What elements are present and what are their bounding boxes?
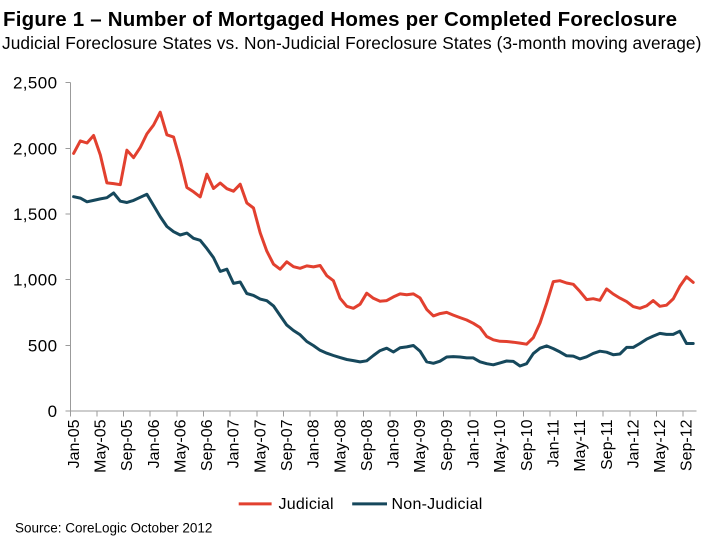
svg-text:Sep-08: Sep-08 [359, 419, 376, 471]
svg-text:Judicial: Judicial [279, 496, 334, 513]
svg-text:Jan-12: Jan-12 [625, 419, 642, 468]
svg-text:0: 0 [48, 402, 58, 421]
svg-text:May-09: May-09 [412, 419, 429, 472]
svg-text:Sep-07: Sep-07 [279, 419, 296, 471]
svg-text:Jan-06: Jan-06 [146, 419, 163, 468]
svg-text:500: 500 [28, 336, 58, 355]
svg-text:1,500: 1,500 [13, 205, 58, 224]
svg-text:2,500: 2,500 [13, 74, 58, 93]
svg-text:Sep-10: Sep-10 [519, 419, 536, 471]
svg-text:May-08: May-08 [332, 419, 349, 472]
svg-text:Sep-09: Sep-09 [439, 419, 456, 471]
svg-text:Non-Judicial: Non-Judicial [392, 496, 483, 513]
svg-text:May-10: May-10 [492, 419, 509, 472]
svg-text:Source: CoreLogic October 2012: Source: CoreLogic October 2012 [15, 521, 212, 536]
svg-text:May-11: May-11 [572, 419, 589, 471]
svg-text:2,000: 2,000 [13, 139, 58, 158]
svg-text:Jan-10: Jan-10 [466, 419, 483, 468]
svg-text:Sep-06: Sep-06 [199, 419, 216, 471]
svg-text:Jan-09: Jan-09 [386, 419, 403, 468]
svg-text:Judicial Foreclosure States vs: Judicial Foreclosure States vs. Non-Judi… [2, 33, 701, 53]
svg-text:May-05: May-05 [93, 419, 110, 472]
svg-text:Sep-05: Sep-05 [119, 419, 136, 471]
svg-text:May-12: May-12 [652, 419, 669, 472]
svg-text:May-07: May-07 [252, 419, 269, 472]
svg-text:Figure 1 – Number of Mortgaged: Figure 1 – Number of Mortgaged Homes per… [3, 8, 677, 31]
svg-text:Jan-11: Jan-11 [546, 419, 563, 467]
svg-text:1,000: 1,000 [13, 271, 58, 290]
svg-text:Sep-11: Sep-11 [599, 419, 616, 470]
svg-text:Sep-12: Sep-12 [679, 419, 696, 471]
svg-text:May-06: May-06 [172, 419, 189, 472]
svg-text:Jan-05: Jan-05 [66, 419, 83, 468]
svg-text:Jan-08: Jan-08 [306, 419, 323, 468]
svg-text:Jan-07: Jan-07 [226, 419, 243, 468]
